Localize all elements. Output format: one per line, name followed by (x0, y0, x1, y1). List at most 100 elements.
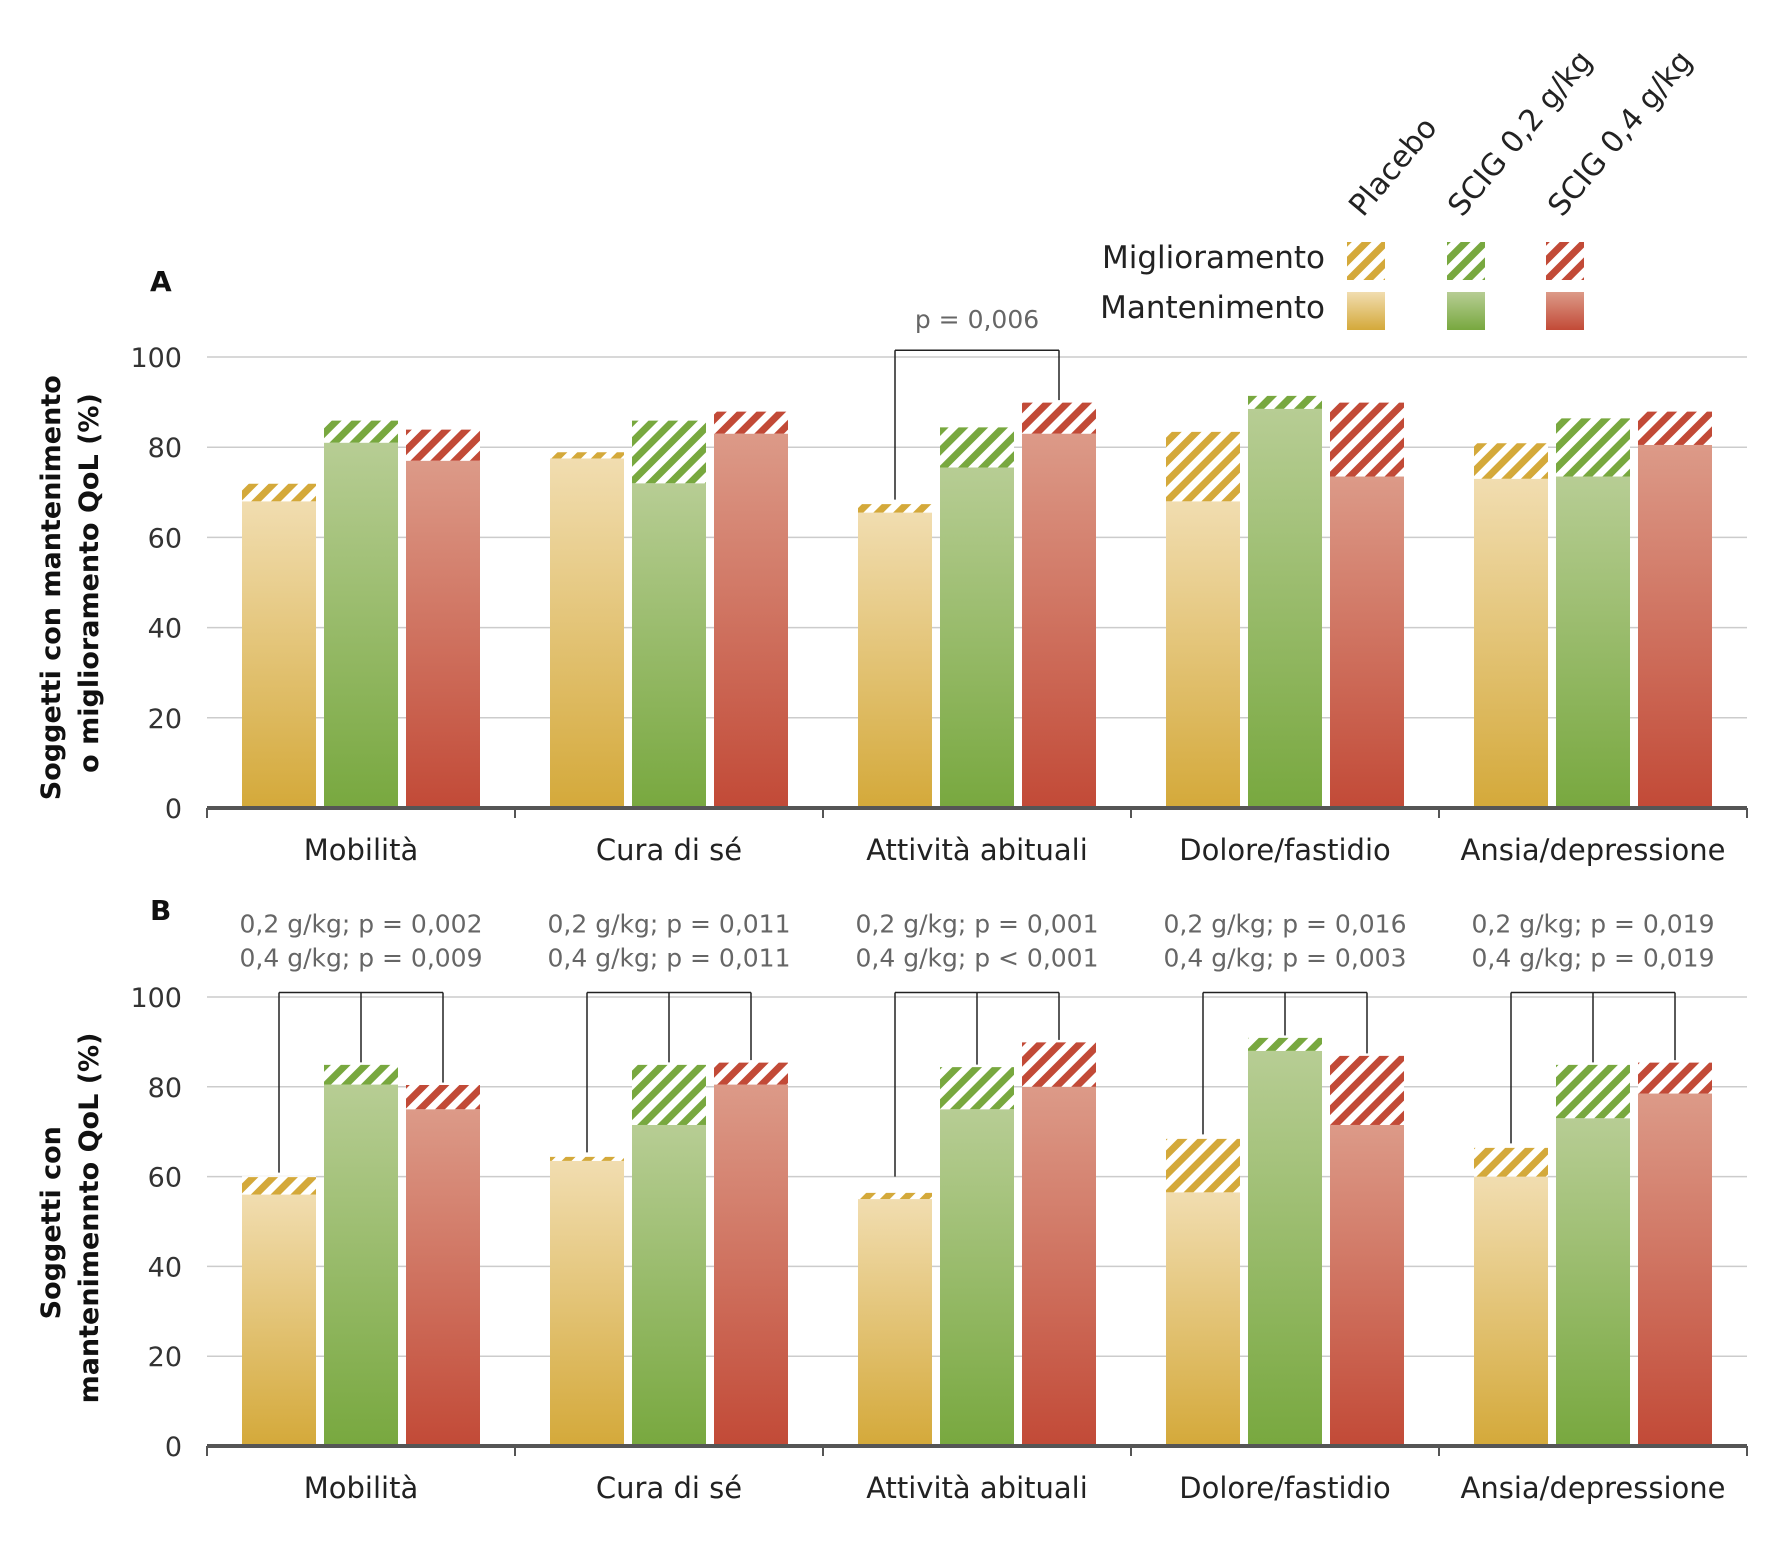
bar-maintenance-placebo (858, 1199, 932, 1446)
bar-improvement-scig04 (1330, 402, 1404, 477)
legend-swatch-maintenance-placebo (1347, 292, 1385, 330)
bar-improvement-scig04 (406, 429, 480, 461)
y-axis-label-a-line1: Soggetti con mantenimento (36, 375, 67, 800)
legend-swatch-improvement-scig02 (1447, 242, 1485, 280)
y-tick-label: 0 (165, 794, 182, 825)
category-label: Cura di sé (596, 1471, 742, 1505)
p-value-label: p = 0,006 (915, 305, 1039, 334)
y-tick-label: 100 (130, 983, 182, 1014)
category-label: Mobilità (304, 1471, 419, 1505)
p-value-label: 0,2 g/kg; p = 0,002 (240, 910, 483, 939)
bar-maintenance-scig04 (1022, 1086, 1096, 1446)
legend-group-label-placebo: Placebo (1342, 111, 1444, 223)
bar-maintenance-scig02 (632, 483, 706, 808)
y-tick-label: 20 (148, 1342, 182, 1373)
bar-improvement-scig04 (1022, 402, 1096, 434)
y-axis-label-b-line2: mantenimennto QoL (%) (74, 1033, 105, 1404)
bar-improvement-placebo (550, 1156, 624, 1161)
bar-improvement-placebo (1166, 431, 1240, 502)
bar-improvement-scig04 (714, 411, 788, 434)
y-tick-label: 20 (148, 704, 182, 735)
p-value-label: 0,2 g/kg; p = 0,001 (856, 910, 1099, 939)
bar-maintenance-scig02 (940, 467, 1014, 808)
bar-maintenance-scig04 (714, 433, 788, 808)
category-label: Mobilità (304, 833, 419, 867)
bar-maintenance-scig04 (1638, 1093, 1712, 1446)
y-axis-label-a-line2: o miglioramento QoL (%) (74, 393, 105, 773)
bar-improvement-scig02 (1556, 1064, 1630, 1119)
y-tick-label: 60 (148, 1163, 182, 1194)
bar-improvement-scig02 (1248, 1037, 1322, 1051)
bar-maintenance-placebo (858, 512, 932, 808)
bar-improvement-scig04 (714, 1062, 788, 1085)
panel-label-a: A (150, 265, 172, 298)
y-tick-label: 60 (148, 523, 182, 554)
bar-improvement-scig04 (406, 1084, 480, 1110)
bar-improvement-scig02 (324, 1064, 398, 1085)
bar-maintenance-scig02 (1248, 408, 1322, 808)
p-value-label: 0,2 g/kg; p = 0,019 (1472, 910, 1715, 939)
bar-improvement-placebo (550, 451, 624, 459)
bar-maintenance-scig02 (1556, 476, 1630, 808)
bar-improvement-placebo (1166, 1138, 1240, 1193)
p-value-label: 0,4 g/kg; p < 0,001 (856, 944, 1099, 973)
category-label: Cura di sé (596, 833, 742, 867)
bar-improvement-placebo (1474, 1147, 1548, 1177)
bar-maintenance-placebo (1474, 478, 1548, 808)
y-axis-label-b: Soggetti con mantenimennto QoL (%) (36, 1033, 105, 1404)
bar-improvement-scig04 (1638, 411, 1712, 445)
bar-improvement-scig02 (940, 1066, 1014, 1110)
bar-maintenance-placebo (550, 1160, 624, 1446)
bar-maintenance-placebo (1474, 1176, 1548, 1446)
category-label: Attività abituali (866, 833, 1088, 867)
bar-improvement-scig04 (1022, 1041, 1096, 1087)
bar-maintenance-placebo (242, 501, 316, 808)
bar-improvement-placebo (858, 1192, 932, 1200)
legend-row-maintenance: Mantenimento (1100, 290, 1325, 326)
bar-maintenance-scig04 (1638, 444, 1712, 808)
legend-swatch-improvement-scig04 (1546, 242, 1584, 280)
plot-panel-b: 0 20 40 60 80 100 Mobilità Cura di sé Attività a… (130, 910, 1748, 1505)
bar-improvement-scig02 (632, 1064, 706, 1125)
bar-improvement-scig02 (632, 420, 706, 484)
bar-maintenance-scig02 (1248, 1050, 1322, 1446)
p-value-label: 0,2 g/kg; p = 0,011 (548, 910, 791, 939)
bar-maintenance-scig02 (632, 1124, 706, 1446)
bar-maintenance-scig04 (1330, 1124, 1404, 1446)
plot-panel-a: 0 20 40 60 80 100 Mobilità Cura di sé Attività a… (130, 305, 1748, 867)
category-label: Ansia/depressione (1461, 1471, 1726, 1505)
bar-maintenance-placebo (550, 458, 624, 808)
bar-maintenance-scig02 (324, 442, 398, 808)
y-tick-label: 80 (148, 1073, 182, 1104)
bar-maintenance-scig02 (940, 1109, 1014, 1446)
bar-maintenance-scig04 (714, 1084, 788, 1446)
legend-row-improvement: Miglioramento (1102, 240, 1325, 276)
category-label: Dolore/fastidio (1179, 833, 1391, 867)
bar-improvement-scig04 (1638, 1062, 1712, 1094)
bar-improvement-placebo (1474, 442, 1548, 479)
bar-maintenance-scig04 (406, 1109, 480, 1446)
bar-maintenance-scig04 (1022, 433, 1096, 808)
bar-improvement-scig02 (1248, 395, 1322, 409)
bar-improvement-scig02 (324, 420, 398, 443)
bar-maintenance-scig02 (324, 1084, 398, 1446)
p-value-label: 0,2 g/kg; p = 0,016 (1164, 910, 1407, 939)
bar-improvement-placebo (242, 1176, 316, 1195)
y-tick-label: 40 (148, 1252, 182, 1283)
y-tick-label: 80 (148, 433, 182, 464)
p-value-label: 0,4 g/kg; p = 0,009 (240, 944, 483, 973)
bar-maintenance-placebo (242, 1194, 316, 1446)
bar-maintenance-scig02 (1556, 1118, 1630, 1446)
p-value-label: 0,4 g/kg; p = 0,011 (548, 944, 791, 973)
bar-improvement-scig02 (1556, 417, 1630, 477)
bar-improvement-placebo (858, 503, 932, 513)
y-axis-label-b-line1: Soggetti con (36, 1126, 67, 1319)
legend-swatch-maintenance-scig04 (1546, 292, 1584, 330)
panel-label-b: B (150, 894, 171, 927)
bar-improvement-scig02 (940, 426, 1014, 468)
bar-maintenance-scig04 (1330, 476, 1404, 808)
bar-improvement-placebo (242, 483, 316, 502)
legend-swatch-maintenance-scig02 (1447, 292, 1485, 330)
legend-swatch-improvement-placebo (1347, 242, 1385, 280)
